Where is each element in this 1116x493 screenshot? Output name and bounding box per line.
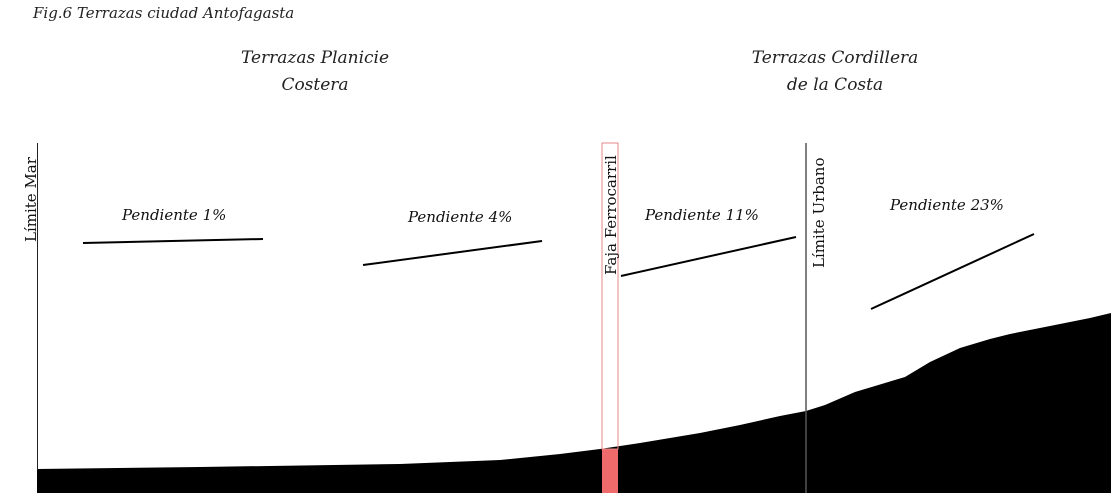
region-title-line: de la Costa xyxy=(786,75,884,95)
slope-label: Pendiente 11% xyxy=(644,206,759,224)
sea-limit-label: Límite Mar xyxy=(22,156,40,242)
region-title-coastal-range: Terrazas Cordillera de la Costa xyxy=(720,45,950,99)
railway-strip-label: Faja Ferrocarril xyxy=(602,155,620,275)
railway-strip-fill xyxy=(602,449,618,493)
slope-label: Pendiente 23% xyxy=(889,196,1004,214)
region-title-line: Costera xyxy=(281,75,349,95)
railway-strip-outline xyxy=(601,142,619,450)
region-title-line: Terrazas Planicie xyxy=(240,48,390,68)
region-title-coastal-plain: Terrazas Planicie Costera xyxy=(200,45,430,99)
urban-limit-label: Límite Urbano xyxy=(810,157,828,268)
slope-label: Pendiente 1% xyxy=(121,206,226,224)
slope-line xyxy=(82,238,264,244)
terrain-silhouette xyxy=(37,313,1111,493)
slope-line xyxy=(362,240,543,266)
slope-line xyxy=(620,236,797,277)
slope-line xyxy=(870,233,1035,310)
slope-label: Pendiente 4% xyxy=(407,208,512,226)
region-title-line: Terrazas Cordillera xyxy=(751,48,919,68)
figure-caption: Fig.6 Terrazas ciudad Antofagasta xyxy=(33,4,295,22)
